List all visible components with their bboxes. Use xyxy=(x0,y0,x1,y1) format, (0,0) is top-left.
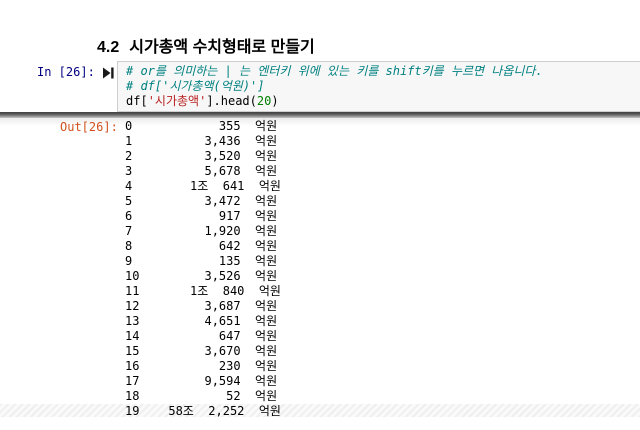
output-text: 0 355 억원 1 3,436 억원 2 3,520 억원 3 5,678 억… xyxy=(125,119,281,417)
section-number: 4.2 xyxy=(97,39,120,56)
step-forward-icon[interactable] xyxy=(103,66,114,79)
cell-divider xyxy=(0,112,640,118)
output-area: 0 355 억원 1 3,436 억원 2 3,520 억원 3 5,678 억… xyxy=(125,119,605,417)
output-area-top-edge xyxy=(0,118,640,126)
code-cell-input[interactable]: # or를 의미하는 | 는 엔터키 위에 있는 키를 shift키를 누르면 … xyxy=(117,61,640,112)
section-heading: 4.2 시가총액 수치형태로 만들기 xyxy=(97,33,315,57)
output-area-bottom-edge xyxy=(0,404,640,417)
section-title: 시가총액 수치형태로 만들기 xyxy=(129,39,315,56)
output-prompt: Out[26]: xyxy=(60,120,118,134)
input-prompt: In [26]: xyxy=(37,65,95,79)
code-lines: # or를 의미하는 | 는 엔터키 위에 있는 키를 shift키를 누르면 … xyxy=(126,64,543,108)
